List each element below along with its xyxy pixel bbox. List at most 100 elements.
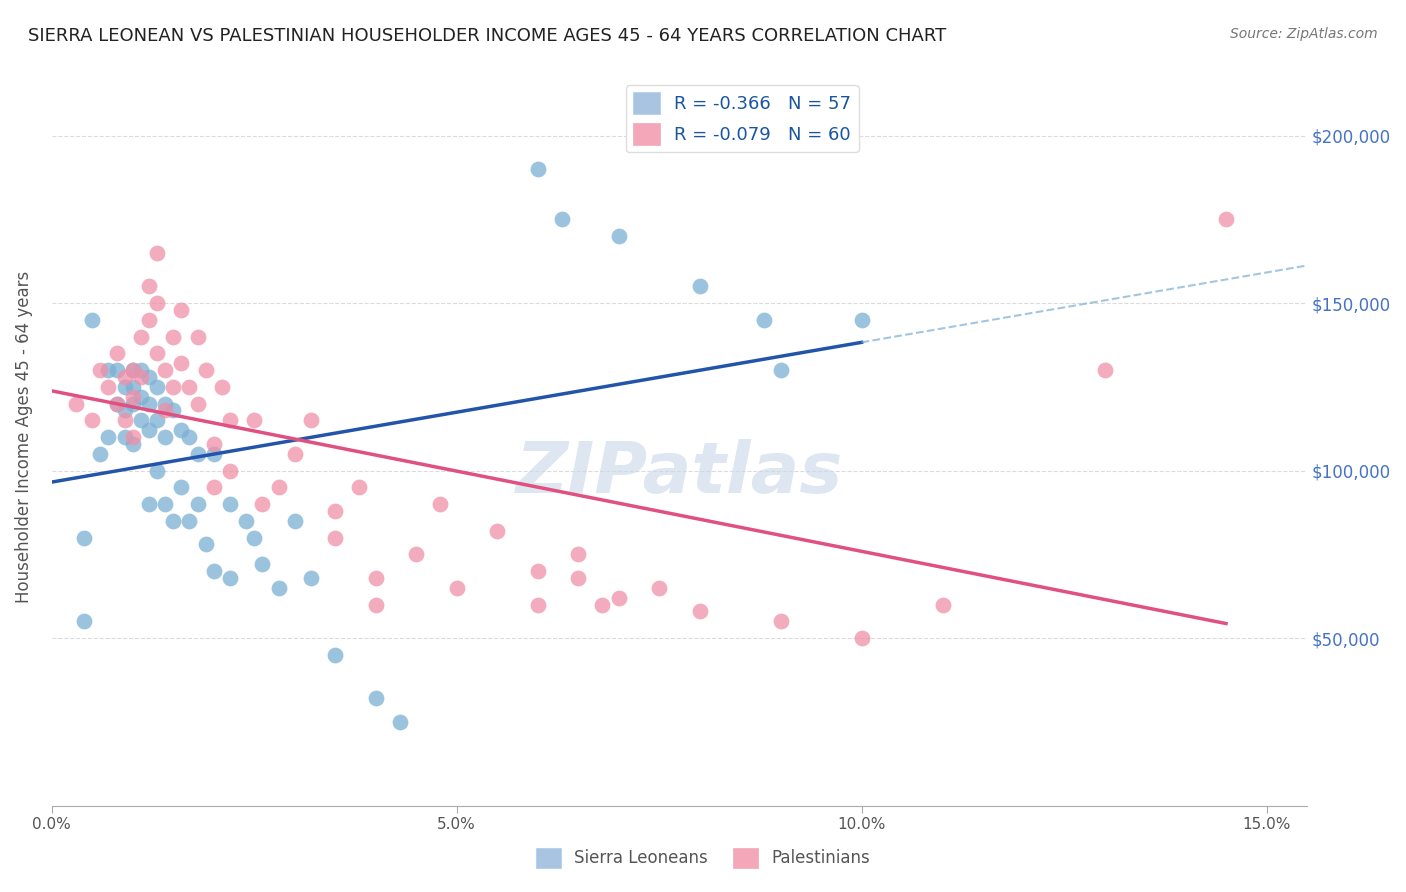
Point: [243, 413, 266, 427]
Point: [105, 363, 128, 377]
Point: [114, 430, 136, 444]
Point: [349, 480, 371, 494]
Point: [73, 531, 96, 545]
Point: [252, 558, 274, 572]
Point: [1215, 212, 1237, 227]
Point: [121, 363, 143, 377]
Point: [146, 413, 169, 427]
Point: [364, 691, 387, 706]
Point: [202, 564, 225, 578]
Point: [138, 279, 160, 293]
Point: [567, 547, 589, 561]
Point: [364, 571, 387, 585]
Point: [97, 430, 120, 444]
Point: [284, 514, 307, 528]
Point: [97, 363, 120, 377]
Text: Source: ZipAtlas.com: Source: ZipAtlas.com: [1230, 27, 1378, 41]
Point: [243, 531, 266, 545]
Point: [170, 356, 193, 370]
Point: [446, 581, 468, 595]
Point: [607, 229, 630, 244]
Legend: Sierra Leoneans, Palestinians: Sierra Leoneans, Palestinians: [529, 841, 877, 875]
Point: [388, 714, 411, 729]
Point: [179, 514, 201, 528]
Point: [202, 436, 225, 450]
Point: [82, 413, 104, 427]
Point: [211, 380, 233, 394]
Point: [162, 403, 184, 417]
Point: [146, 245, 169, 260]
Point: [129, 329, 152, 343]
Point: [551, 212, 574, 227]
Point: [299, 413, 322, 427]
Point: [146, 464, 169, 478]
Point: [138, 423, 160, 437]
Point: [179, 380, 201, 394]
Point: [931, 598, 953, 612]
Point: [526, 161, 548, 176]
Point: [179, 430, 201, 444]
Point: [138, 369, 160, 384]
Point: [689, 279, 711, 293]
Point: [202, 480, 225, 494]
Point: [186, 447, 208, 461]
Point: [65, 396, 87, 410]
Point: [129, 369, 152, 384]
Point: [138, 497, 160, 511]
Point: [252, 497, 274, 511]
Point: [82, 313, 104, 327]
Point: [1094, 363, 1116, 377]
Point: [114, 403, 136, 417]
Point: [114, 380, 136, 394]
Point: [267, 581, 290, 595]
Point: [219, 571, 242, 585]
Point: [129, 390, 152, 404]
Point: [299, 571, 322, 585]
Point: [121, 390, 143, 404]
Point: [73, 615, 96, 629]
Point: [162, 329, 184, 343]
Point: [105, 396, 128, 410]
Point: [186, 497, 208, 511]
Text: ZIPatlas: ZIPatlas: [516, 440, 844, 508]
Point: [153, 497, 176, 511]
Point: [194, 537, 217, 551]
Point: [769, 615, 792, 629]
Point: [129, 413, 152, 427]
Point: [105, 396, 128, 410]
Point: [153, 363, 176, 377]
Legend: R = -0.366   N = 57, R = -0.079   N = 60: R = -0.366 N = 57, R = -0.079 N = 60: [626, 85, 859, 153]
Point: [219, 464, 242, 478]
Point: [170, 302, 193, 317]
Point: [121, 430, 143, 444]
Point: [97, 380, 120, 394]
Point: [591, 598, 613, 612]
Point: [114, 369, 136, 384]
Point: [146, 346, 169, 360]
Point: [607, 591, 630, 605]
Point: [146, 296, 169, 310]
Point: [186, 329, 208, 343]
Point: [170, 423, 193, 437]
Point: [162, 514, 184, 528]
Point: [689, 604, 711, 618]
Point: [194, 363, 217, 377]
Point: [486, 524, 509, 538]
Point: [235, 514, 257, 528]
Point: [121, 436, 143, 450]
Point: [364, 598, 387, 612]
Point: [267, 480, 290, 494]
Point: [138, 396, 160, 410]
Point: [121, 363, 143, 377]
Y-axis label: Householder Income Ages 45 - 64 years: Householder Income Ages 45 - 64 years: [15, 271, 32, 603]
Point: [219, 497, 242, 511]
Point: [153, 396, 176, 410]
Point: [219, 413, 242, 427]
Point: [429, 497, 451, 511]
Point: [323, 648, 346, 662]
Point: [121, 380, 143, 394]
Point: [105, 346, 128, 360]
Point: [769, 363, 792, 377]
Point: [89, 363, 111, 377]
Point: [648, 581, 671, 595]
